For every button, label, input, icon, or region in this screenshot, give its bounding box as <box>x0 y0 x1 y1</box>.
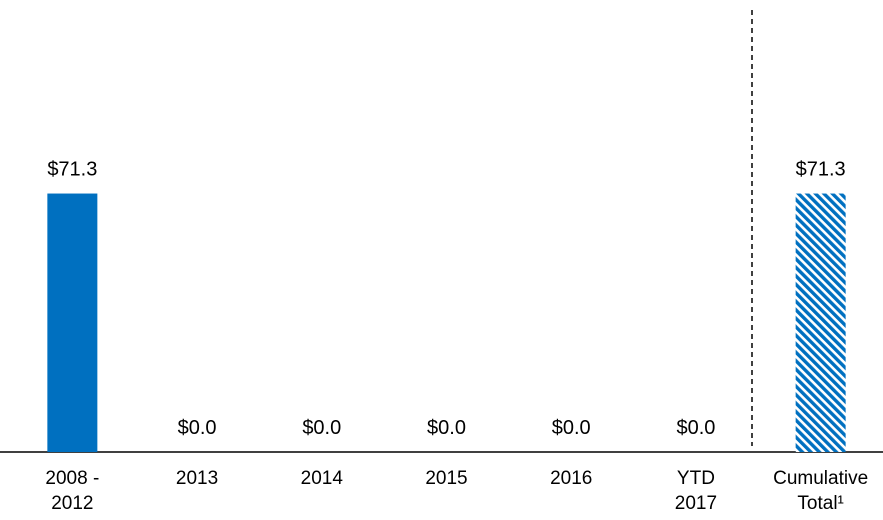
x-tick-label: Cumulative Total¹ <box>773 468 869 514</box>
value-label: $0.0 <box>178 417 217 439</box>
x-tick-label: 2014 <box>300 468 343 489</box>
value-label: $0.0 <box>676 417 715 439</box>
x-tick-label: 2013 <box>175 468 219 489</box>
bar <box>47 193 98 452</box>
value-label: $71.3 <box>47 159 97 181</box>
x-tick-label: 2016 <box>550 468 593 489</box>
value-label: $0.0 <box>302 417 341 439</box>
x-tick-label: 2008 - 2012 <box>45 468 100 514</box>
value-label: $0.0 <box>552 417 591 439</box>
value-label: $0.0 <box>427 417 466 439</box>
x-tick-label: 2015 <box>425 468 468 489</box>
bar <box>795 193 846 452</box>
value-label: $71.3 <box>796 159 846 181</box>
x-tick-label: YTD 2017 <box>674 468 718 514</box>
